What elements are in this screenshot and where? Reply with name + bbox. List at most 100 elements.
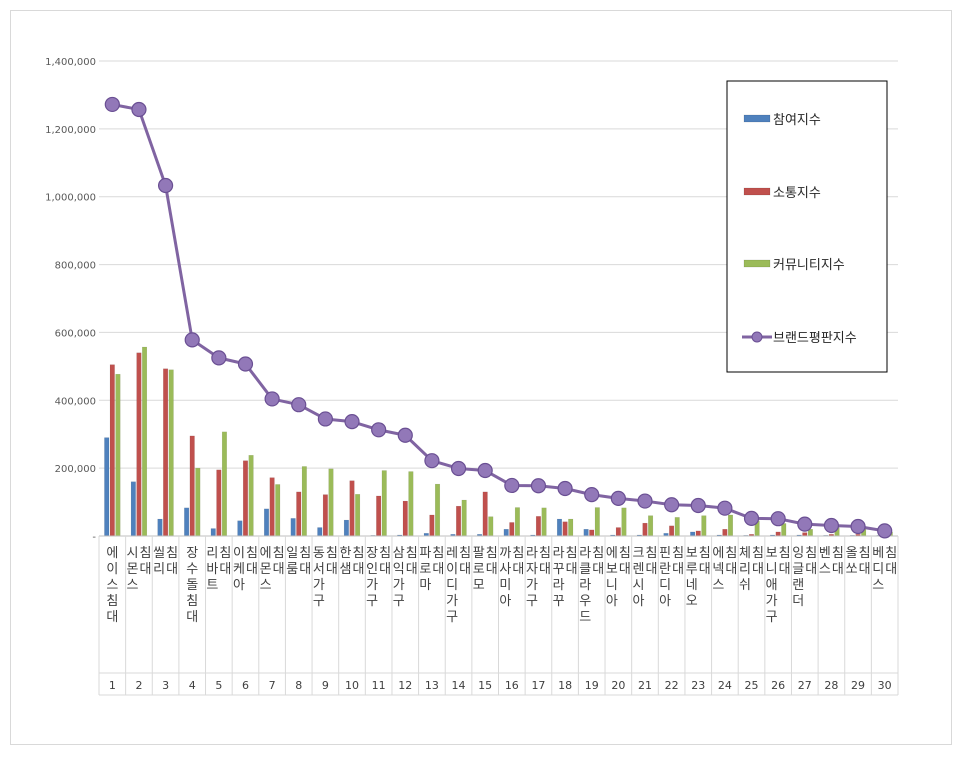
x-category-label: 보 루 네 오침 대 <box>686 546 711 609</box>
x-rank-label: 14 <box>452 679 466 692</box>
y-tick-label: 1,200,000 <box>45 125 96 136</box>
x-category-label: 레 이 디 가 구침 대 <box>446 546 471 625</box>
bar-community <box>727 514 733 537</box>
bar-communication <box>535 516 541 537</box>
x-rank-label: 20 <box>611 679 625 692</box>
bar-community <box>621 507 627 537</box>
bar-community <box>648 515 654 537</box>
x-rank-label: 26 <box>771 679 785 692</box>
legend-swatch <box>743 259 771 268</box>
bar-community <box>541 507 547 537</box>
bar-participation <box>343 519 349 537</box>
bar-community <box>408 471 414 537</box>
y-tick-label: 400,000 <box>55 396 96 407</box>
x-rank-label: 1 <box>109 679 116 692</box>
legend-label: 소통지수 <box>773 186 821 201</box>
reputation-point <box>717 500 733 516</box>
bar-community <box>142 346 148 537</box>
legend-label: 브랜드평판지수 <box>773 331 857 346</box>
y-tick-labels: - 200,000 400,000 600,000 800,000 1,000,000 1,… <box>45 57 96 543</box>
bar-community <box>221 431 227 537</box>
x-category-label: 라 자 가 구침 대 <box>526 546 551 609</box>
reputation-point <box>424 453 440 469</box>
x-rank-label: 28 <box>824 679 838 692</box>
x-category-label: 에 보 니 아침 대 <box>606 546 631 609</box>
bar-community <box>195 467 201 537</box>
x-category-label: 한 샘침 대 <box>340 546 365 577</box>
reputation-point <box>530 478 547 494</box>
bar-communication <box>109 364 115 537</box>
x-category-label: 올 쏘침 대 <box>846 546 871 577</box>
bar-communication <box>189 435 195 537</box>
x-category-label: 핀 란 디 아침 대 <box>659 546 684 609</box>
reputation-point <box>237 356 254 372</box>
reputation-point <box>823 517 840 534</box>
x-category-label: 잉 글 랜 더침 대 <box>792 546 817 609</box>
x-rank-label: 30 <box>878 679 892 692</box>
bar-participation <box>264 508 270 537</box>
bar-community <box>381 470 387 537</box>
x-rank-label: 9 <box>322 679 329 692</box>
bar-communication <box>642 522 648 537</box>
reputation-point <box>317 411 333 427</box>
x-rank-label: 18 <box>558 679 572 692</box>
x-category-label: 벤 스침 대 <box>819 546 844 577</box>
x-rank-label: 23 <box>691 679 705 692</box>
x-rank-label: 8 <box>295 679 302 692</box>
legend-label: 참여지수 <box>773 113 821 128</box>
bar-participation <box>317 527 323 537</box>
bar-participation <box>690 531 696 537</box>
legend-label: 커뮤니티지수 <box>773 258 845 273</box>
bar-community <box>301 466 307 537</box>
bar-communication <box>456 505 462 537</box>
reputation-point <box>157 177 174 194</box>
x-rank-label: 13 <box>425 679 439 692</box>
x-category-labels: 에 이 스 침 대 1 시 몬 스침 대 2 씰 리침 대 3 장 수 돌 침 대 4 리 바 트침 대 5 이 케 아침 대 6 에 몬 스침 대… <box>106 546 897 692</box>
bar-communication <box>802 532 808 537</box>
bar-community <box>275 484 281 537</box>
bar-participation <box>583 529 589 537</box>
bar-community <box>435 483 441 537</box>
reputation-point <box>664 497 680 513</box>
bar-community <box>115 373 121 537</box>
x-rank-label: 7 <box>269 679 276 692</box>
bar-community <box>594 507 600 537</box>
gridlines <box>99 60 898 469</box>
x-rank-label: 17 <box>531 679 545 692</box>
bar-communication <box>482 491 488 537</box>
bar-community <box>514 507 520 537</box>
bar-community <box>328 468 334 537</box>
x-category-label: 베 디 스침 대 <box>872 546 897 593</box>
bar-participation <box>130 481 136 537</box>
x-rank-label: 10 <box>345 679 359 692</box>
x-category-label: 장 인 가 구침 대 <box>366 546 391 609</box>
x-rank-label: 24 <box>718 679 732 692</box>
chart-frame: - 200,000 400,000 600,000 800,000 1,000,000 1,… <box>10 10 952 745</box>
y-tick-label: 600,000 <box>55 328 96 339</box>
bar-communication <box>216 469 222 537</box>
x-rank-label: 11 <box>372 679 386 692</box>
reputation-point <box>477 462 493 479</box>
x-rank-label: 2 <box>135 679 142 692</box>
x-rank-label: 27 <box>798 679 812 692</box>
bar-participation <box>184 507 190 537</box>
legend-marker <box>751 331 763 343</box>
x-category-label: 이 케 아침 대 <box>233 546 258 593</box>
bar-participation <box>210 528 216 537</box>
reputation-point <box>371 422 387 438</box>
x-category-label: 삼 익 가 구침 대 <box>393 546 418 609</box>
x-category-label: 에 몬 스침 대 <box>260 546 285 593</box>
x-category-label: 씰 리침 대 <box>153 546 178 577</box>
bar-participation <box>157 518 163 537</box>
x-rank-label: 21 <box>638 679 652 692</box>
x-rank-label: 19 <box>585 679 599 692</box>
y-tick-label: 1,400,000 <box>45 57 96 68</box>
bar-community <box>488 516 494 537</box>
bar-participation <box>503 529 509 537</box>
brand-reputation-chart: - 200,000 400,000 600,000 800,000 1,000,000 1,… <box>45 57 899 696</box>
bar-community <box>674 517 680 537</box>
bar-communication <box>669 525 675 537</box>
reputation-point <box>397 427 413 443</box>
bar-participation <box>290 518 296 537</box>
